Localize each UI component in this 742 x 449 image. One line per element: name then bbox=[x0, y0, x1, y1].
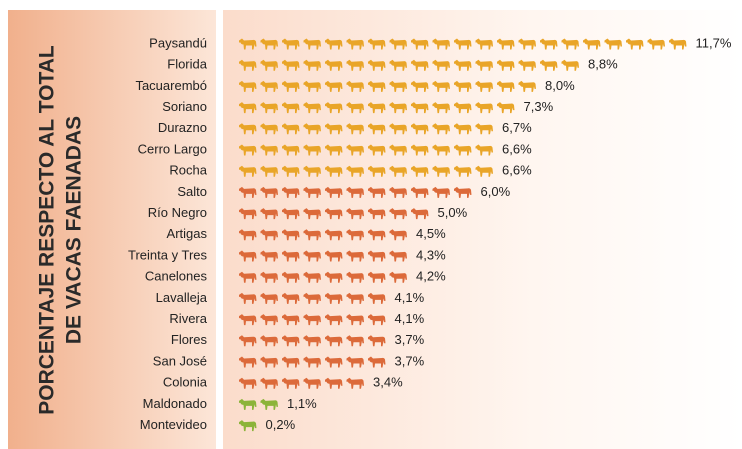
value-label: 6,6% bbox=[502, 163, 532, 178]
category-label: Flores bbox=[171, 332, 208, 347]
value-label: 1,1% bbox=[287, 396, 317, 411]
category-label: Colonia bbox=[163, 375, 208, 390]
value-label: 4,5% bbox=[416, 226, 446, 241]
value-label: 3,4% bbox=[373, 375, 403, 390]
value-label: 6,0% bbox=[481, 184, 511, 199]
value-label: 4,2% bbox=[416, 269, 446, 284]
category-label: Rivera bbox=[169, 311, 207, 326]
value-label: 6,7% bbox=[502, 120, 532, 135]
axis-title: PORCENTAJE RESPECTO AL TOTAL DE VACAS FA… bbox=[36, 45, 86, 415]
value-label: 11,7% bbox=[696, 35, 732, 50]
category-label: Río Negro bbox=[148, 205, 207, 220]
category-label: Soriano bbox=[162, 99, 207, 114]
value-label: 4,1% bbox=[395, 290, 425, 305]
category-label: Durazno bbox=[158, 120, 207, 135]
category-label: Paysandú bbox=[149, 35, 207, 50]
category-label: San José bbox=[153, 353, 207, 368]
category-label: Florida bbox=[167, 57, 208, 72]
axis-title-line: PORCENTAJE RESPECTO AL TOTAL bbox=[36, 45, 59, 415]
category-label: Canelones bbox=[145, 269, 208, 284]
value-label: 5,0% bbox=[438, 205, 468, 220]
category-label: Lavalleja bbox=[156, 290, 208, 305]
category-label: Treinta y Tres bbox=[128, 247, 207, 262]
value-label: 4,1% bbox=[395, 311, 425, 326]
label-panel bbox=[8, 10, 216, 449]
category-label: Artigas bbox=[167, 226, 208, 241]
plot-panel bbox=[223, 10, 742, 449]
value-label: 3,7% bbox=[395, 353, 425, 368]
value-label: 7,3% bbox=[524, 99, 554, 114]
category-label: Cerro Largo bbox=[138, 141, 207, 156]
axis-title-line: DE VACAS FAENADAS bbox=[63, 116, 86, 344]
category-label: Rocha bbox=[169, 163, 207, 178]
value-label: 6,6% bbox=[502, 141, 532, 156]
category-label: Tacuarembó bbox=[135, 78, 207, 93]
category-label: Maldonado bbox=[143, 396, 207, 411]
value-label: 8,0% bbox=[545, 78, 575, 93]
value-label: 4,3% bbox=[416, 247, 446, 262]
category-label: Salto bbox=[177, 184, 207, 199]
value-label: 3,7% bbox=[395, 332, 425, 347]
value-label: 0,2% bbox=[266, 417, 296, 432]
category-label: Montevideo bbox=[140, 417, 207, 432]
value-label: 8,8% bbox=[588, 57, 618, 72]
